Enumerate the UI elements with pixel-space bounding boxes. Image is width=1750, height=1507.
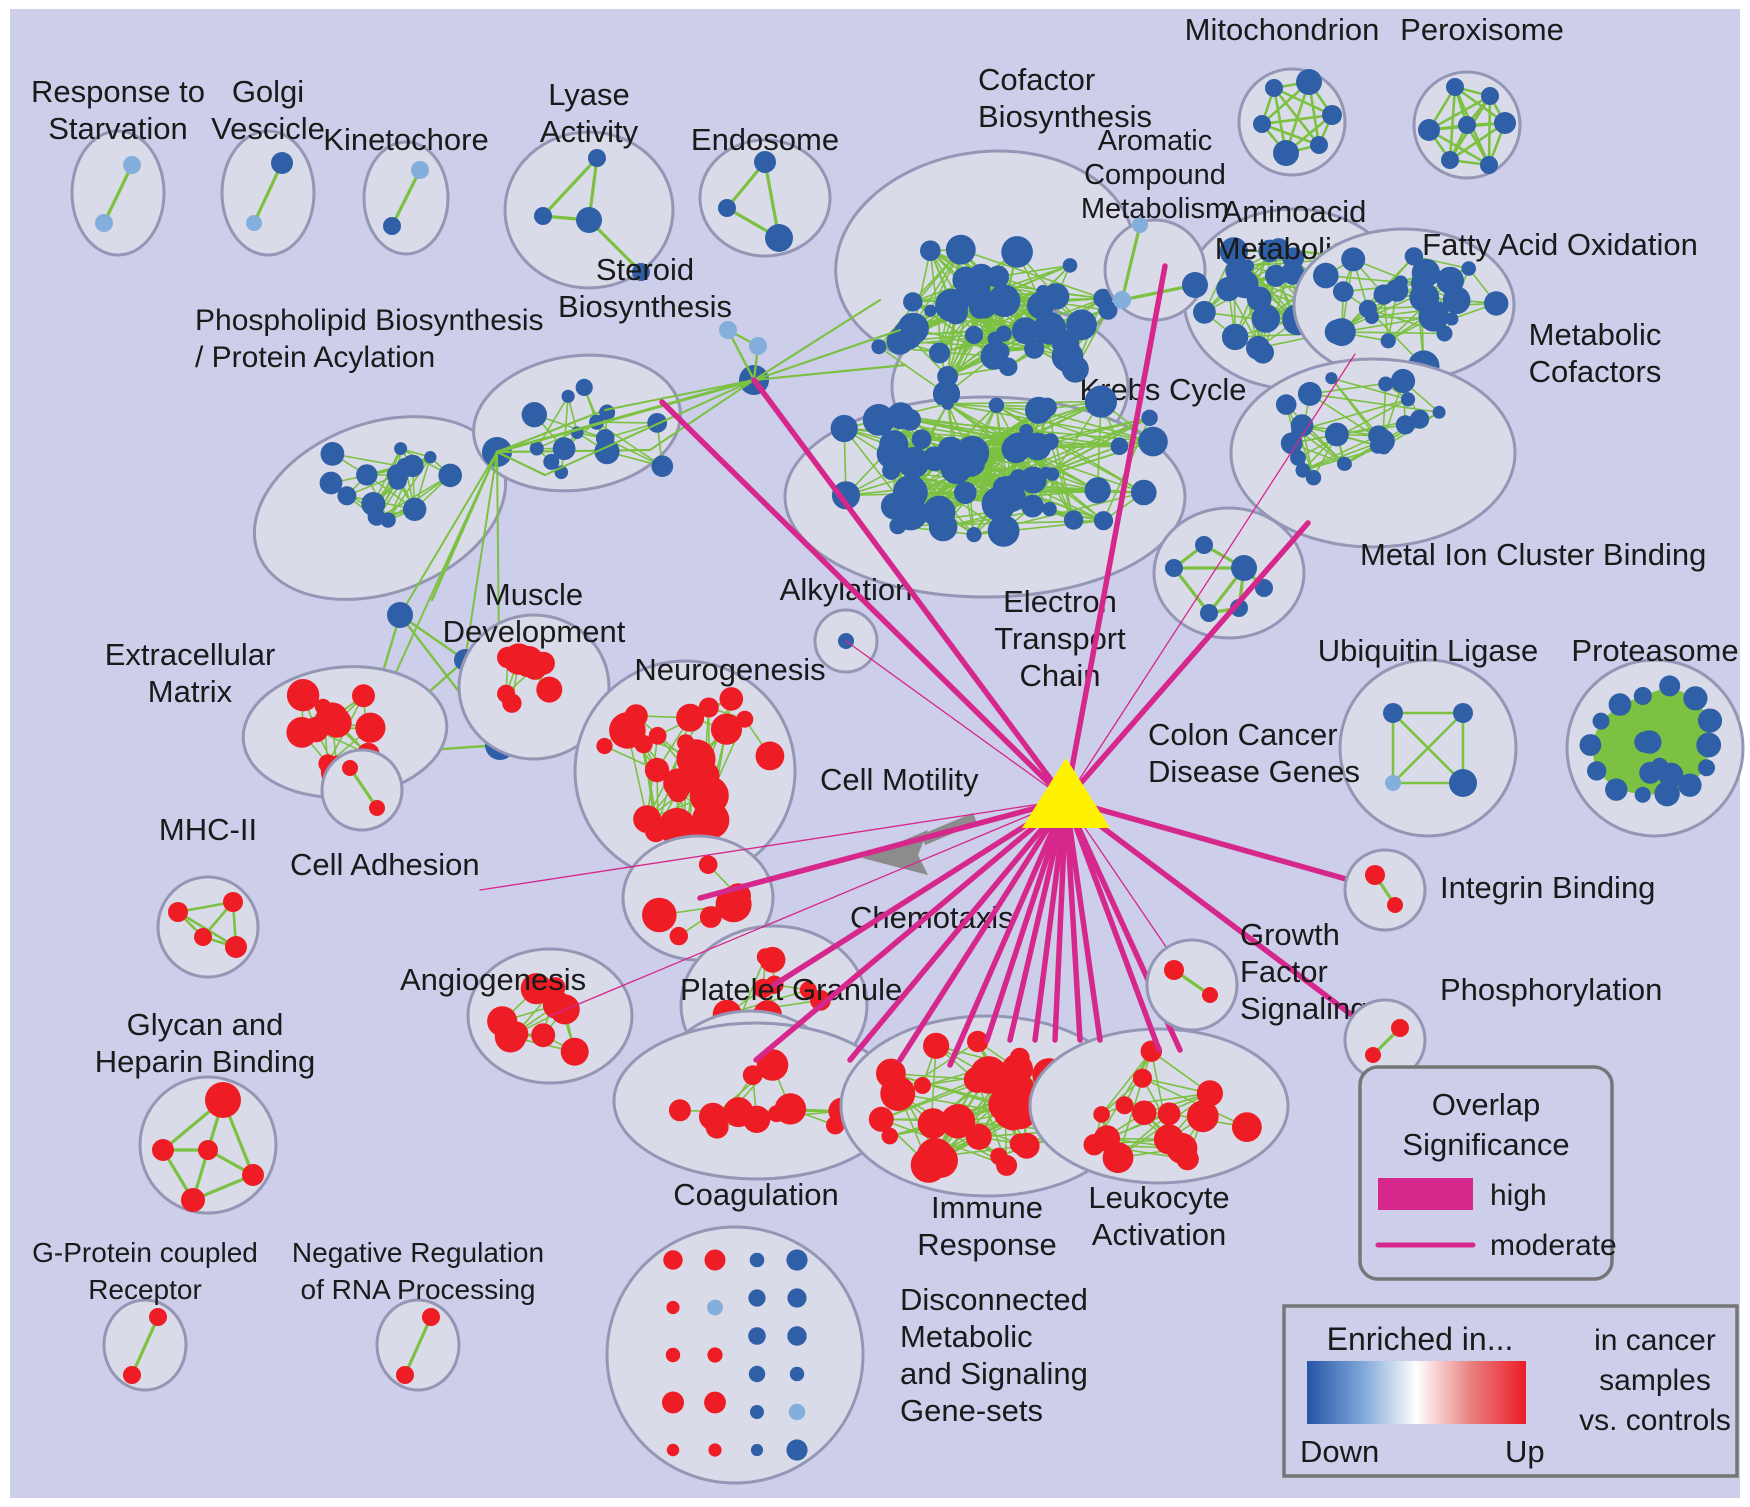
svg-text:in cancer: in cancer xyxy=(1594,1324,1716,1357)
svg-text:Vescicle: Vescicle xyxy=(211,111,325,146)
svg-text:Steroid: Steroid xyxy=(596,252,694,287)
svg-text:Response: Response xyxy=(917,1227,1057,1262)
svg-text:MHC-II: MHC-II xyxy=(159,812,257,847)
svg-text:Biosynthesis: Biosynthesis xyxy=(558,289,732,324)
svg-text:Mitochondrion: Mitochondrion xyxy=(1185,12,1380,47)
svg-text:Ubiquitin Ligase: Ubiquitin Ligase xyxy=(1318,633,1539,668)
svg-text:Golgi: Golgi xyxy=(232,74,304,109)
svg-text:Metabolic: Metabolic xyxy=(900,1319,1033,1354)
svg-text:Overlap: Overlap xyxy=(1432,1087,1541,1122)
svg-text:Factor: Factor xyxy=(1240,954,1328,989)
svg-text:G-Protein coupled: G-Protein coupled xyxy=(32,1237,258,1268)
svg-text:Starvation: Starvation xyxy=(48,111,188,146)
svg-text:Phospholipid Biosynthesis: Phospholipid Biosynthesis xyxy=(195,304,544,337)
svg-text:Leukocyte: Leukocyte xyxy=(1088,1180,1229,1215)
svg-text:Activation: Activation xyxy=(1092,1217,1226,1252)
svg-text:and Signaling: and Signaling xyxy=(900,1356,1088,1391)
svg-text:Heparin Binding: Heparin Binding xyxy=(95,1044,316,1079)
svg-text:Cofactors: Cofactors xyxy=(1529,354,1662,389)
svg-text:Response to: Response to xyxy=(31,74,205,109)
svg-text:Aromatic: Aromatic xyxy=(1098,125,1212,157)
svg-text:Enriched in...: Enriched in... xyxy=(1327,1321,1514,1357)
svg-text:Cell Adhesion: Cell Adhesion xyxy=(290,847,480,882)
svg-text:Metabolism: Metabolism xyxy=(1081,193,1229,225)
svg-text:Metal Ion Cluster Binding: Metal Ion Cluster Binding xyxy=(1360,537,1706,572)
svg-text:Angiogenesis: Angiogenesis xyxy=(400,962,586,997)
svg-text:Disease Genes: Disease Genes xyxy=(1148,754,1360,789)
svg-text:Disconnected: Disconnected xyxy=(900,1282,1088,1317)
svg-text:samples: samples xyxy=(1599,1364,1711,1397)
svg-text:Activity: Activity xyxy=(540,114,639,149)
svg-text:Proteasome: Proteasome xyxy=(1571,633,1738,668)
svg-text:Colon Cancer: Colon Cancer xyxy=(1148,717,1338,752)
svg-text:Negative Regulation: Negative Regulation xyxy=(292,1237,544,1268)
svg-text:Gene-sets: Gene-sets xyxy=(900,1393,1043,1428)
svg-text:Down: Down xyxy=(1300,1434,1379,1469)
svg-text:Cofactor: Cofactor xyxy=(978,62,1095,97)
svg-text:Kinetochore: Kinetochore xyxy=(323,122,488,157)
svg-text:Endosome: Endosome xyxy=(691,122,839,157)
svg-text:Compound: Compound xyxy=(1084,159,1226,191)
svg-text:Matrix: Matrix xyxy=(148,674,233,709)
svg-text:Transport: Transport xyxy=(994,621,1126,656)
svg-text:Phosphorylation: Phosphorylation xyxy=(1440,972,1662,1007)
svg-text:Growth: Growth xyxy=(1240,917,1340,952)
svg-text:Lyase: Lyase xyxy=(548,77,630,112)
svg-text:Alkylation: Alkylation xyxy=(780,572,913,607)
svg-text:/ Protein Acylation: / Protein Acylation xyxy=(195,341,435,374)
svg-text:Significance: Significance xyxy=(1402,1127,1569,1162)
svg-text:Immune: Immune xyxy=(931,1190,1043,1225)
svg-text:Up: Up xyxy=(1505,1434,1545,1469)
svg-text:Development: Development xyxy=(443,614,626,649)
svg-text:Fatty Acid Oxidation: Fatty Acid Oxidation xyxy=(1422,227,1698,262)
svg-text:of RNA Processing: of RNA Processing xyxy=(301,1274,536,1305)
svg-text:Integrin Binding: Integrin Binding xyxy=(1440,870,1655,905)
svg-text:vs. controls: vs. controls xyxy=(1579,1404,1731,1437)
svg-text:Metabolic: Metabolic xyxy=(1529,317,1662,352)
svg-text:Glycan and: Glycan and xyxy=(127,1007,284,1042)
svg-text:Cell Motility: Cell Motility xyxy=(820,762,979,797)
svg-text:high: high xyxy=(1490,1179,1547,1212)
svg-text:moderate: moderate xyxy=(1490,1229,1617,1262)
svg-text:Neurogenesis: Neurogenesis xyxy=(634,652,825,687)
svg-text:Peroxisome: Peroxisome xyxy=(1400,12,1564,47)
svg-text:Coagulation: Coagulation xyxy=(673,1177,838,1212)
svg-text:Muscle: Muscle xyxy=(485,577,583,612)
svg-text:Receptor: Receptor xyxy=(88,1274,202,1305)
svg-text:Extracellular: Extracellular xyxy=(105,637,276,672)
svg-text:Aminoacid: Aminoacid xyxy=(1222,194,1367,229)
